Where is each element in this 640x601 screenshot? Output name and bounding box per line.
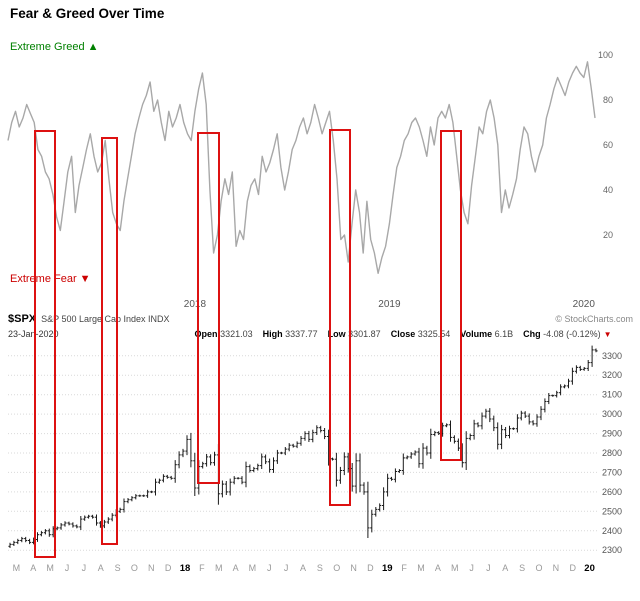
quote-field-label: High xyxy=(262,329,283,339)
fg-y-tick-label: 20 xyxy=(603,230,613,240)
month-label: S xyxy=(317,563,323,573)
quote-field-label: Volume xyxy=(460,329,493,339)
spx-plot: 3300 3200 3100 3000 2900 2800 2700 2600 2500 2400… xyxy=(8,345,622,574)
price-y-tick-label: 3100 xyxy=(602,390,622,400)
spx-index-name: S&P 500 Large Cap Index INDX xyxy=(41,314,170,324)
month-label: N xyxy=(350,563,357,573)
month-label: M xyxy=(13,563,21,573)
month-label: A xyxy=(502,563,508,573)
month-label: J xyxy=(469,563,474,573)
month-label: F xyxy=(199,563,205,573)
quote-high: High 3337.77 xyxy=(263,329,318,339)
month-label: D xyxy=(165,563,172,573)
month-label: J xyxy=(267,563,272,573)
month-label: M xyxy=(451,563,459,573)
highlight-box xyxy=(329,129,351,506)
quote-field-label: Close xyxy=(390,329,416,339)
quote-low: Low 3301.87 xyxy=(328,329,381,339)
fg-y-tick-label: 40 xyxy=(603,185,613,195)
quote-field-value: -4.08 (-0.12%) xyxy=(540,329,601,339)
change-down-arrow-icon: ▼ xyxy=(603,330,612,339)
quote-field-label: Low xyxy=(327,329,346,339)
price-y-tick-label: 2500 xyxy=(602,506,622,516)
spx-quote-row: 23-Jan-2020 Open 3321.03 High 3337.77 Low … xyxy=(8,329,633,339)
quote-field-value: 6.1B xyxy=(492,329,514,339)
fear-greed-plot: 100 80 60 40 20 2018 2019 2020 xyxy=(7,50,613,310)
month-label: J xyxy=(82,563,87,573)
month-label: J xyxy=(486,563,491,573)
price-y-tick-label: 2300 xyxy=(602,545,622,555)
price-y-tick-label: 3200 xyxy=(602,370,622,380)
highlight-box xyxy=(197,132,220,484)
month-label: M xyxy=(249,563,257,573)
quote-field-value: 3325.54 xyxy=(415,329,451,339)
price-y-tick-label: 2700 xyxy=(602,467,622,477)
month-label: J xyxy=(65,563,70,573)
month-label: A xyxy=(30,563,36,573)
price-y-tick-label: 2600 xyxy=(602,487,622,497)
fg-y-tick-label: 60 xyxy=(603,140,613,150)
fg-y-tick-label: 80 xyxy=(603,95,613,105)
quote-field-value: 3321.03 xyxy=(217,329,253,339)
quote-chg: Chg -4.08 (-0.12%) xyxy=(523,329,601,339)
highlight-box xyxy=(440,130,462,461)
month-label: A xyxy=(300,563,306,573)
month-label: F xyxy=(401,563,407,573)
spx-header-row: $SPX S&P 500 Large Cap Index INDX © Stoc… xyxy=(8,313,633,325)
quote-field-value: 3301.87 xyxy=(345,329,381,339)
quote-volume: Volume 6.1B xyxy=(460,329,513,339)
month-label: O xyxy=(535,563,542,573)
month-label: N xyxy=(553,563,560,573)
chart-title: Fear & Greed Over Time xyxy=(10,6,165,21)
quote-date: 23-Jan-2020 xyxy=(8,329,59,339)
extreme-greed-label: Extreme Greed ▲ xyxy=(10,41,99,53)
quote-items: Open 3321.03 High 3337.77 Low 3301.87 Close… xyxy=(195,329,601,339)
price-y-tick-label: 3300 xyxy=(602,351,622,361)
fg-y-tick-label: 100 xyxy=(598,50,613,60)
fear-greed-line xyxy=(7,61,596,274)
price-y-tick-label: 2900 xyxy=(602,429,622,439)
year-label: 19 xyxy=(382,563,393,574)
quote-open: Open 3321.03 xyxy=(195,329,253,339)
stockcharts-credit: © StockCharts.com xyxy=(555,314,633,324)
fg-x-year-label: 2018 xyxy=(184,299,207,310)
fg-x-year-label: 2020 xyxy=(573,299,596,310)
price-y-tick-label: 2400 xyxy=(602,526,622,536)
price-y-tick-label: 3000 xyxy=(602,409,622,419)
highlight-box xyxy=(34,130,56,558)
highlight-box xyxy=(101,137,118,545)
spx-symbol: $SPX xyxy=(8,313,37,325)
month-label: D xyxy=(367,563,374,573)
quote-close: Close 3325.54 xyxy=(391,329,451,339)
month-label: M xyxy=(215,563,223,573)
month-label: O xyxy=(131,563,138,573)
month-label: S xyxy=(519,563,525,573)
month-label: M xyxy=(417,563,425,573)
price-y-tick-label: 2800 xyxy=(602,448,622,458)
month-label: A xyxy=(233,563,239,573)
month-label: A xyxy=(98,563,104,573)
month-label: J xyxy=(284,563,289,573)
quote-field-label: Open xyxy=(194,329,218,339)
month-label: S xyxy=(115,563,121,573)
month-label: M xyxy=(46,563,54,573)
month-label: A xyxy=(435,563,441,573)
quote-field-value: 3337.77 xyxy=(282,329,318,339)
month-label: D xyxy=(569,563,576,573)
quote-field-label: Chg xyxy=(523,329,541,339)
year-label: 20 xyxy=(584,563,595,574)
extreme-fear-label: Extreme Fear ▼ xyxy=(10,273,91,285)
year-label: 18 xyxy=(180,563,191,574)
fg-x-year-label: 2019 xyxy=(378,299,401,310)
month-label: N xyxy=(148,563,155,573)
month-label: O xyxy=(333,563,340,573)
